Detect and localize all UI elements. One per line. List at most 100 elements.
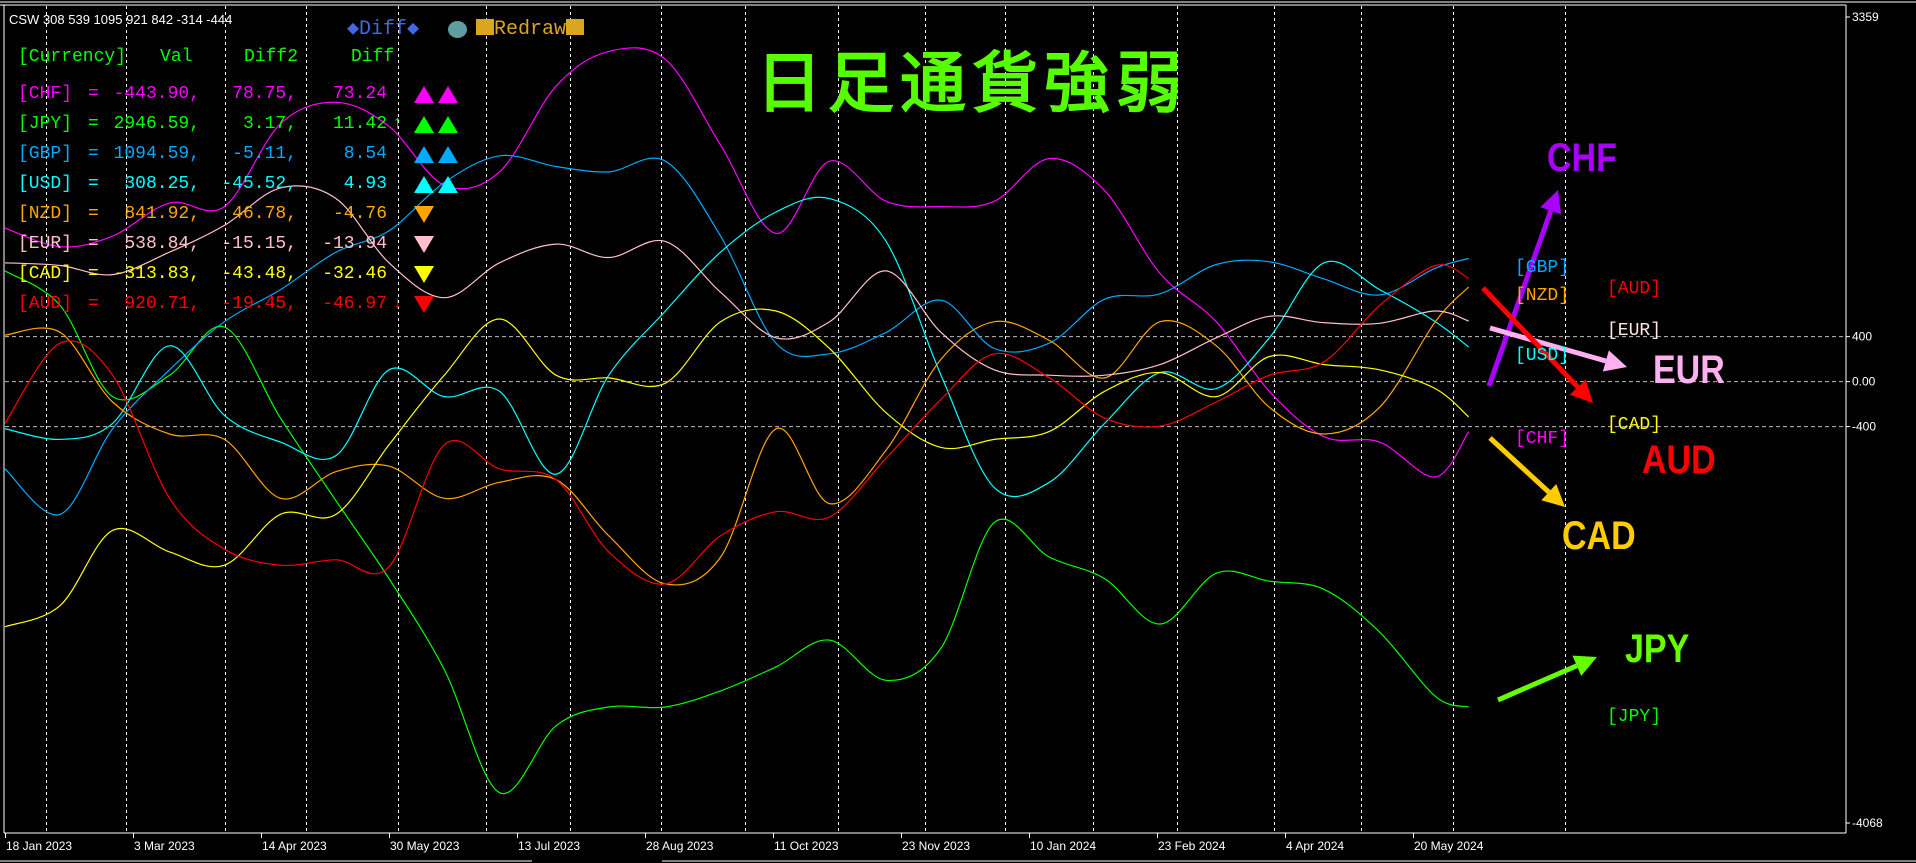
value: -443.90 — [100, 83, 200, 105]
x-tick-label: 28 Aug 2023 — [646, 839, 714, 853]
x-tick-label: 23 Feb 2024 — [1158, 839, 1226, 853]
series-line-aud — [4, 264, 1469, 585]
trend-label-chf: CHF — [1547, 136, 1617, 180]
x-tick-label: 10 Jan 2024 — [1030, 839, 1096, 853]
diff-value: -46.97 — [322, 294, 387, 314]
arrowhead-icon — [1540, 190, 1562, 215]
col-header-currency: [Currency] — [18, 47, 127, 67]
triangle-down-icon — [414, 296, 434, 313]
equals-sign: = — [88, 204, 99, 224]
value: 920.71 — [100, 293, 200, 315]
x-tick-label: 14 Apr 2023 — [262, 839, 327, 853]
trend-label-cad: CAD — [1562, 514, 1636, 558]
currency-label: [USD] — [18, 174, 73, 194]
col-header-diff2: Diff2 — [244, 47, 299, 67]
arrowhead-icon — [1541, 484, 1565, 507]
end-label-chf: [CHF] — [1515, 429, 1570, 449]
triangle-up-icon — [414, 116, 434, 133]
circle-button[interactable] — [448, 21, 467, 38]
diff-value: 8.54 — [343, 144, 387, 164]
equals-sign: = — [88, 144, 99, 164]
diff-value: 11.42 — [332, 114, 387, 134]
y-tick-label: 3359 — [1852, 10, 1879, 24]
y-tick-label: 400 — [1852, 330, 1872, 344]
series-line-eur — [4, 185, 1469, 377]
currency-label: [EUR] — [18, 234, 73, 254]
equals-sign: = — [88, 84, 99, 104]
triangle-down-icon — [414, 206, 434, 223]
diff-value: -32.46 — [322, 264, 387, 284]
triangle-up-icon — [438, 116, 458, 133]
value: 538.84 — [100, 233, 200, 255]
value: 2946.59 — [100, 113, 200, 135]
table-row: [CAD] =-313.83-43.48 -32.46 — [0, 263, 470, 287]
arrowhead-icon — [1602, 350, 1627, 372]
end-label-gbp: [GBP] — [1515, 258, 1570, 278]
end-label-nzd: [NZD] — [1515, 286, 1570, 306]
x-tick-label: 11 Oct 2023 — [774, 839, 839, 853]
square-icon — [476, 19, 494, 35]
value: -313.83 — [100, 263, 200, 285]
col-header-diff: Diff — [351, 47, 395, 67]
triangle-down-icon — [414, 266, 434, 283]
end-label-jpy: [JPY] — [1607, 707, 1662, 727]
diff2-value: -45.52 — [200, 173, 297, 195]
end-label-eur: [EUR] — [1607, 321, 1662, 341]
end-label-aud: [AUD] — [1607, 279, 1662, 299]
currency-label: [CHF] — [18, 84, 73, 104]
table-row: [USD] =308.25-45.52 4.93 — [0, 173, 470, 197]
diff2-value: 3.17 — [200, 113, 297, 135]
redraw-label: Redraw — [494, 18, 567, 41]
series-line-jpy — [4, 270, 1469, 795]
trend-arrow-chf — [1486, 209, 1554, 387]
table-row: [GBP] =1094.59-5.11 8.54 — [0, 143, 470, 167]
y-tick-label: -400 — [1852, 420, 1876, 434]
table-row: [EUR] =538.84-15.15 -13.94 — [0, 233, 470, 257]
trend-mark: ↑ — [392, 114, 403, 134]
trend-arrow-jpy — [1497, 663, 1578, 703]
table-row: [NZD] =841.9246.78 -4.76 — [0, 203, 470, 227]
square-icon — [566, 19, 585, 35]
diff2-value: 78.75 — [200, 83, 297, 105]
currency-label: [CAD] — [18, 264, 73, 284]
diff2-value: 46.78 — [200, 203, 297, 225]
series-line-cad — [4, 308, 1470, 628]
triangle-up-icon — [438, 146, 458, 163]
diff2-value: -5.11 — [200, 143, 297, 165]
trend-arrow-cad — [1488, 436, 1551, 494]
trend-mark: ↓ — [392, 294, 403, 314]
redraw-button[interactable]: Redraw — [476, 18, 585, 41]
diff-value: 73.24 — [332, 84, 387, 104]
series-line-usd — [4, 196, 1470, 498]
diff-button[interactable]: ◆Diff◆ — [347, 18, 420, 41]
value: 1094.59 — [100, 143, 200, 165]
trend-label-aud: AUD — [1642, 438, 1716, 482]
series-line-gbp — [4, 154, 1469, 516]
currency-label: [AUD] — [18, 294, 73, 314]
diff-value: -4.76 — [332, 204, 387, 224]
y-tick-label: -4068 — [1852, 816, 1883, 830]
arrowhead-icon — [1569, 379, 1593, 403]
diff-value: -13.94 — [322, 234, 387, 254]
equals-sign: = — [88, 264, 99, 284]
triangle-down-icon — [414, 236, 434, 253]
equals-sign: = — [88, 294, 99, 314]
value: 841.92 — [100, 203, 200, 225]
table-row: [CHF] =-443.9078.75 73.24 — [0, 83, 470, 107]
arrowhead-icon — [1572, 655, 1597, 676]
currency-label: [GBP] — [18, 144, 73, 164]
x-tick-label: 23 Nov 2023 — [902, 839, 970, 853]
table-row: [AUD] =920.71-19.45 -46.97↓ — [0, 293, 470, 317]
trend-arrow-eur — [1489, 325, 1607, 364]
x-tick-label: 13 Jul 2023 — [518, 839, 580, 853]
x-tick-label: 20 May 2024 — [1414, 839, 1484, 853]
triangle-up-icon — [414, 176, 434, 193]
x-tick-label: 30 May 2023 — [390, 839, 460, 853]
col-header-val: Val — [160, 47, 193, 67]
equals-sign: = — [88, 174, 99, 194]
value: 308.25 — [100, 173, 200, 195]
csw-summary: CSW 308 539 1095 921 842 -314 -444 — [9, 12, 233, 27]
trend-label-eur: EUR — [1653, 348, 1725, 392]
diff2-value: -43.48 — [200, 263, 297, 285]
